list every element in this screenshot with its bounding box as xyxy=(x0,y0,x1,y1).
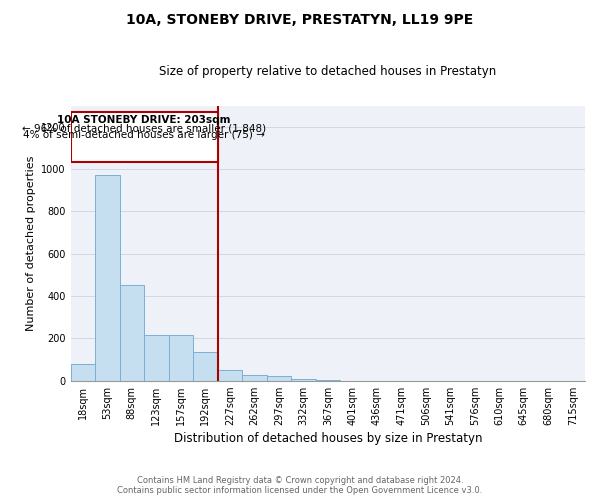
Text: ← 96% of detached houses are smaller (1,848): ← 96% of detached houses are smaller (1,… xyxy=(22,123,266,133)
Bar xyxy=(71,364,95,380)
Text: 10A STONEBY DRIVE: 203sqm: 10A STONEBY DRIVE: 203sqm xyxy=(58,115,231,125)
Text: 10A, STONEBY DRIVE, PRESTATYN, LL19 9PE: 10A, STONEBY DRIVE, PRESTATYN, LL19 9PE xyxy=(127,12,473,26)
Bar xyxy=(218,370,242,380)
Bar xyxy=(291,379,316,380)
Bar xyxy=(119,286,144,380)
Text: 4% of semi-detached houses are larger (75) →: 4% of semi-detached houses are larger (7… xyxy=(23,130,265,140)
Bar xyxy=(266,376,291,380)
Bar xyxy=(144,335,169,380)
Bar xyxy=(95,176,119,380)
Text: Contains HM Land Registry data © Crown copyright and database right 2024.
Contai: Contains HM Land Registry data © Crown c… xyxy=(118,476,482,495)
Bar xyxy=(193,352,218,380)
Y-axis label: Number of detached properties: Number of detached properties xyxy=(26,156,35,331)
X-axis label: Distribution of detached houses by size in Prestatyn: Distribution of detached houses by size … xyxy=(173,432,482,445)
Bar xyxy=(71,112,218,162)
Bar xyxy=(169,335,193,380)
Title: Size of property relative to detached houses in Prestatyn: Size of property relative to detached ho… xyxy=(159,65,496,78)
Bar xyxy=(242,376,266,380)
